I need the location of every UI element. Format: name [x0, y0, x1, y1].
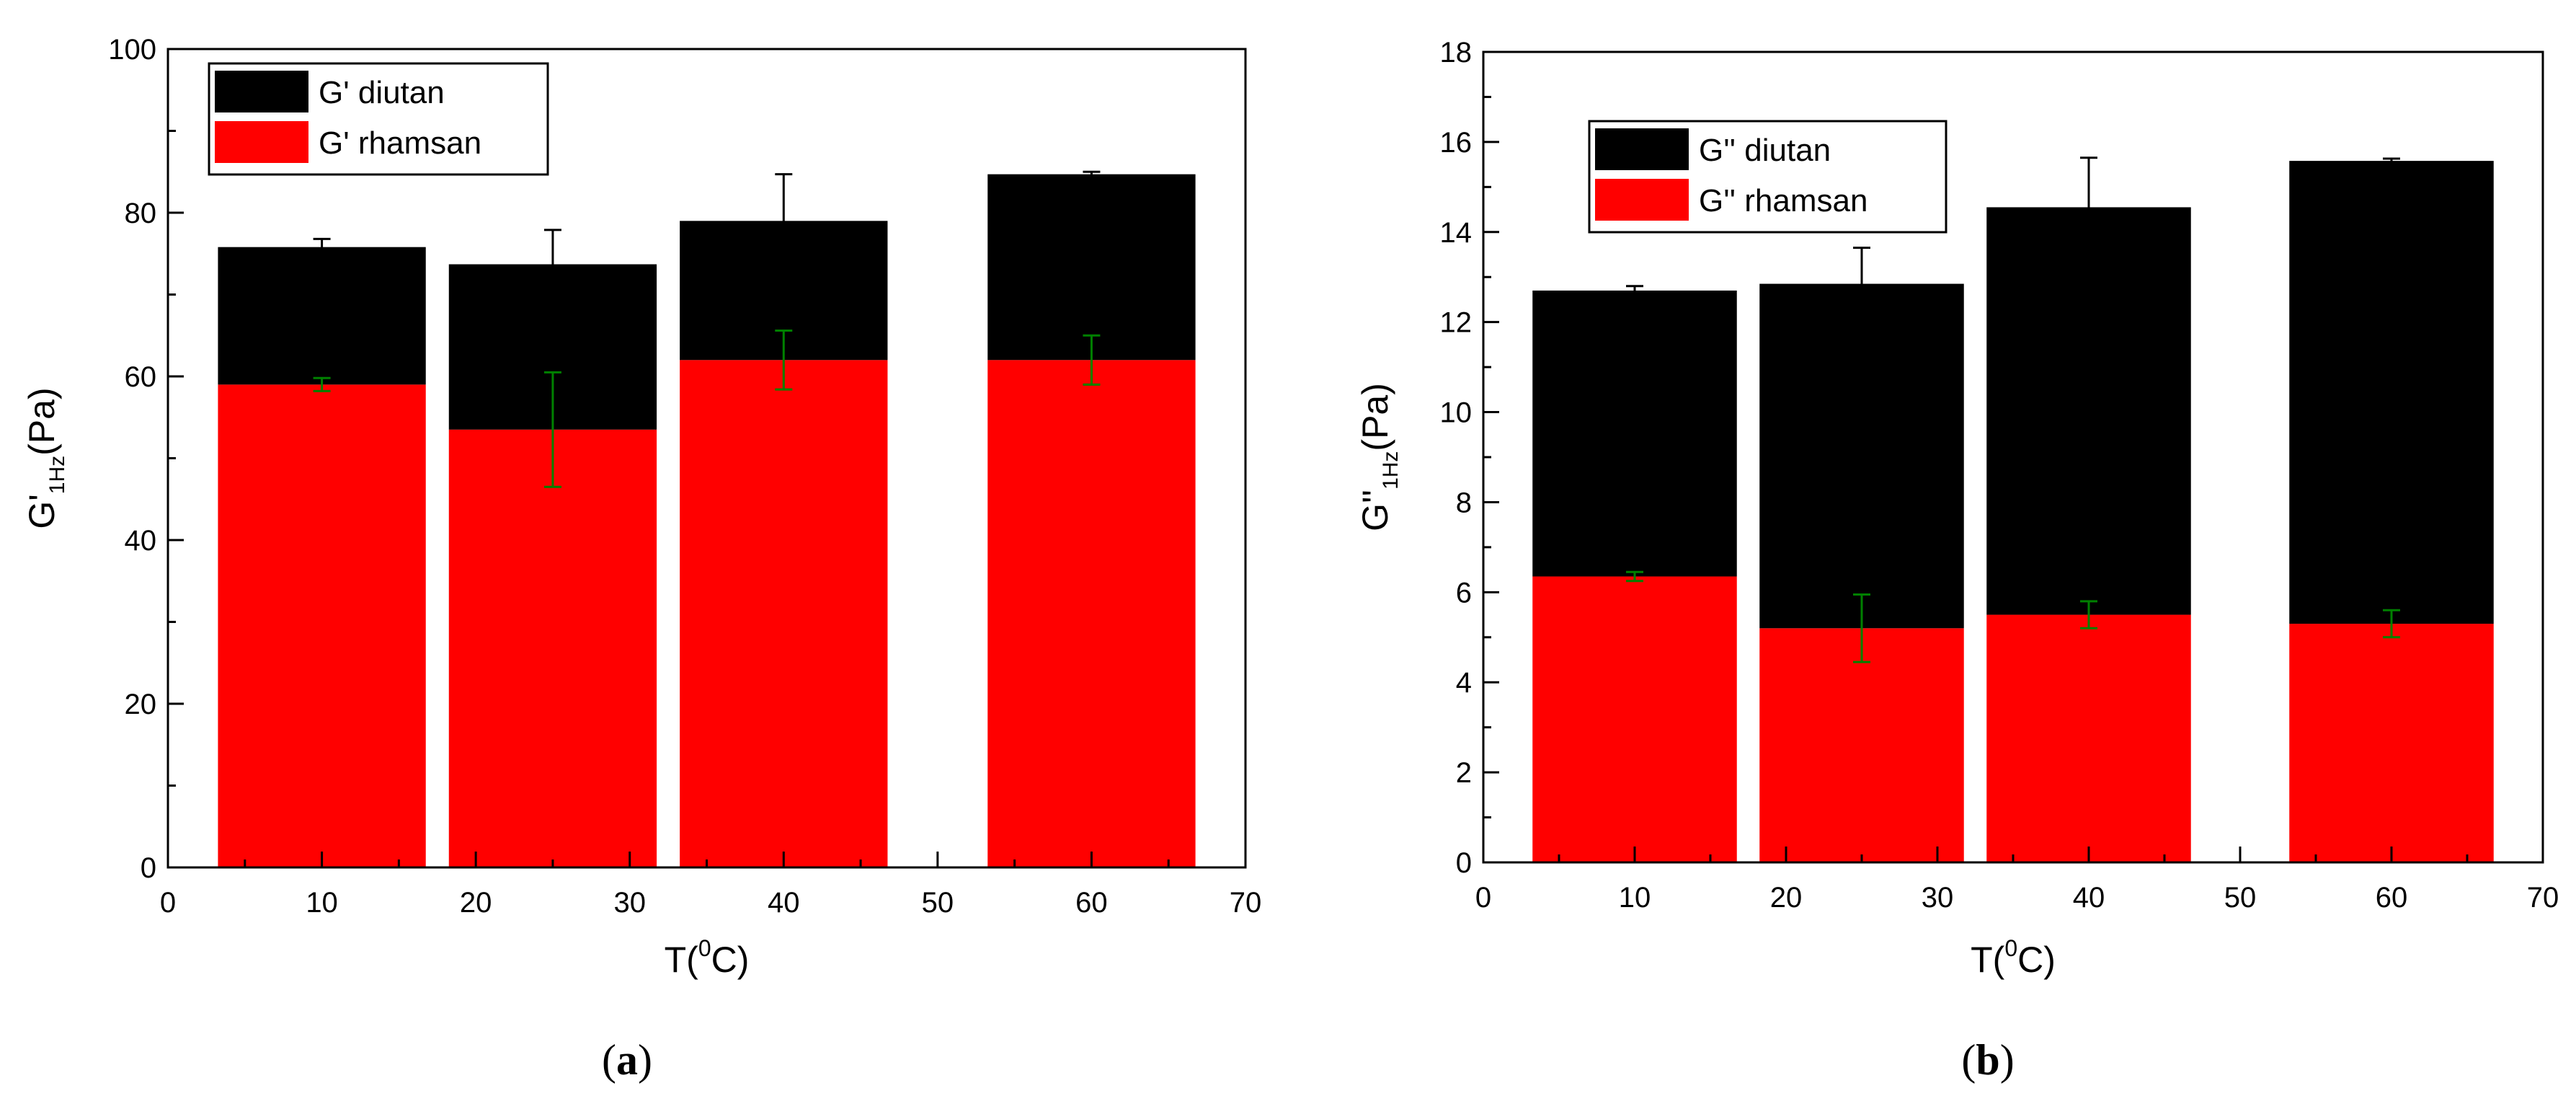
- x-axis-label-suffix: C): [2017, 940, 2056, 980]
- x-axis-label: T(0C): [665, 935, 750, 980]
- legend-swatch-diutan: [215, 71, 308, 112]
- bar-g-rhamsan-60: [987, 360, 1196, 867]
- bar-g-diutan-10: [1532, 290, 1737, 577]
- chart-panel-b: 0 10 20 30 40 50 60 70024681012141618T(0C)G''1H…: [1355, 37, 2559, 1084]
- y-axis-label-subscript: 1Hz: [1379, 451, 1403, 490]
- x-axis-label-superscript: 0: [2004, 935, 2017, 961]
- bar-g-rhamsan-10: [218, 384, 426, 867]
- x-tick-label: 30: [613, 887, 646, 919]
- x-tick-label: 30: [1922, 882, 1954, 914]
- panel-label: (a): [602, 1036, 652, 1084]
- bar-g-diutan-25: [1759, 283, 1964, 629]
- bar-g-rhamsan-10: [1532, 576, 1737, 862]
- x-axis-label-prefix: T(: [665, 940, 699, 980]
- x-tick-label: 0: [1475, 882, 1491, 914]
- panel-label: (b): [1961, 1036, 2014, 1084]
- x-axis-label-superscript: 0: [698, 935, 711, 961]
- legend-swatch-rhamsan: [1595, 179, 1689, 221]
- y-tick-label: 12: [1440, 307, 1473, 339]
- x-tick-label: 0: [160, 887, 176, 919]
- bar-g-rhamsan-40: [1986, 614, 2191, 862]
- x-tick-label: 40: [2073, 882, 2105, 914]
- y-tick-label: 10: [1440, 397, 1473, 429]
- x-tick-label: 60: [1075, 887, 1108, 919]
- x-axis-label-prefix: T(: [1971, 940, 2005, 980]
- legend-label: G' rhamsan: [319, 125, 481, 161]
- x-tick-label: 70: [2527, 882, 2559, 914]
- y-tick-label: 100: [108, 34, 156, 66]
- x-tick-label: 10: [306, 887, 338, 919]
- x-tick-label: 10: [1619, 882, 1651, 914]
- y-tick-label: 4: [1456, 667, 1472, 699]
- bar-g-diutan-60: [987, 174, 1196, 361]
- x-tick-label: 20: [460, 887, 492, 919]
- bar-g-rhamsan-25: [448, 429, 657, 867]
- x-tick-label: 60: [2376, 882, 2408, 914]
- panel-label-letter: b: [1976, 1036, 1999, 1084]
- y-tick-label: 20: [125, 689, 157, 720]
- y-tick-label: 6: [1456, 577, 1472, 609]
- legend-swatch-diutan: [1595, 128, 1689, 170]
- x-tick-label: 20: [1770, 882, 1803, 914]
- x-axis-label-suffix: C): [711, 940, 750, 980]
- y-axis-label-suffix: (Pa): [22, 387, 62, 455]
- legend-label: G' diutan: [319, 75, 445, 110]
- y-tick-label: 18: [1440, 37, 1473, 68]
- legend-label: G'' rhamsan: [1699, 183, 1867, 218]
- y-tick-label: 0: [1456, 847, 1472, 879]
- x-axis-label: T(0C): [1971, 935, 2056, 980]
- panel-label-open: (: [1961, 1036, 1976, 1084]
- y-tick-label: 8: [1456, 487, 1472, 518]
- legend-swatch-rhamsan: [215, 121, 308, 163]
- panel-label-letter: a: [616, 1036, 638, 1084]
- y-axis-label-main: G'': [1355, 490, 1395, 531]
- chart-panel-a: 0 10 20 30 40 50 60 70020406080100T(0C)G'1Hz(Pa…: [22, 34, 1261, 1084]
- bar-g-diutan-60: [2289, 161, 2494, 624]
- panel-label-close: ): [2000, 1036, 2015, 1084]
- legend-label: G'' diutan: [1699, 133, 1831, 168]
- y-axis-label-suffix: (Pa): [1355, 383, 1395, 451]
- y-tick-label: 14: [1440, 217, 1473, 249]
- bar-g-rhamsan-60: [2289, 624, 2494, 862]
- x-tick-label: 50: [922, 887, 954, 919]
- x-tick-label: 70: [1230, 887, 1262, 919]
- x-tick-label: 40: [768, 887, 800, 919]
- bar-g-diutan-40: [1986, 207, 2191, 615]
- y-axis-label-subscript: 1Hz: [45, 456, 69, 494]
- bar-g-rhamsan-25: [1759, 628, 1964, 862]
- y-tick-label: 16: [1440, 127, 1473, 159]
- y-tick-label: 0: [141, 852, 156, 884]
- y-tick-label: 60: [125, 361, 157, 393]
- y-axis-label-main: G': [22, 494, 62, 529]
- y-tick-label: 80: [125, 198, 157, 229]
- y-axis-label: G'1Hz(Pa): [22, 387, 69, 529]
- y-tick-label: 2: [1456, 757, 1472, 789]
- bar-g-rhamsan-40: [680, 360, 888, 867]
- panel-label-open: (: [602, 1036, 616, 1084]
- panel-label-close: ): [638, 1036, 652, 1084]
- bar-g-diutan-10: [218, 247, 426, 385]
- x-tick-label: 50: [2224, 882, 2257, 914]
- y-tick-label: 40: [125, 525, 157, 557]
- y-axis-label: G''1Hz(Pa): [1355, 383, 1403, 531]
